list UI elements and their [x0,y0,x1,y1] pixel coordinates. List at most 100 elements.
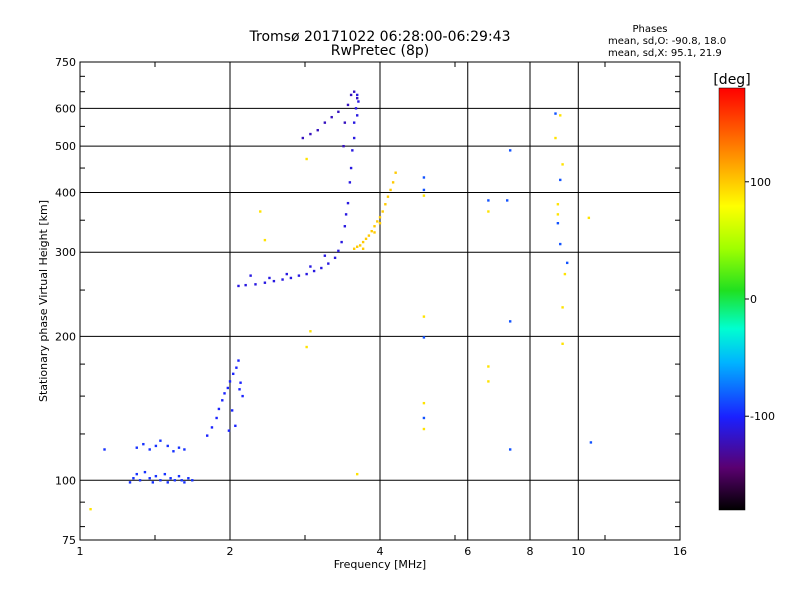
y-tick-label: 75 [62,534,76,547]
data-point [210,426,214,429]
data-point [563,272,567,276]
data-point [422,416,426,420]
data-point [355,93,359,97]
data-point [376,220,379,223]
data-point [316,128,319,132]
data-point [556,203,560,206]
chart-subtitle: RwPretec (8p) [331,43,429,59]
data-point [301,136,305,140]
data-point [487,199,490,202]
data-point [230,409,234,412]
chart-title: Tromsø 20171022 06:28:00-06:29:43 [249,29,511,45]
data-point [352,121,356,124]
data-point [309,132,312,136]
data-point [352,136,356,140]
data-point [272,279,276,283]
data-point [337,249,340,253]
data-point [394,171,397,174]
data-point [135,446,138,449]
plot-frame [79,61,681,541]
y-tick-label: 200 [55,330,76,343]
data-point [508,149,512,152]
data-point [249,274,252,277]
data-point [330,115,333,119]
colorbar-tick-label: 100 [750,176,771,189]
data-point [173,479,177,482]
data-point [128,481,132,484]
series-group [103,439,194,484]
data-point [561,163,564,166]
data-point [223,392,226,395]
series-group [352,171,397,250]
data-point [259,210,262,213]
data-point [333,256,337,260]
colorbar-tick-label: -100 [750,410,775,423]
data-point [191,479,194,482]
data-point [508,448,512,451]
data-point [355,472,359,476]
data-point [342,144,345,148]
data-point [180,479,183,482]
y-tick-label: 100 [55,474,76,487]
data-point [235,366,238,369]
x-tick-label: 4 [377,545,384,558]
data-point [239,381,242,384]
x-tick-label: 8 [527,545,534,558]
data-point [422,401,426,405]
data-point [241,394,244,398]
data-point [348,181,352,184]
colorbar-ticks: 100 0 -100 [745,176,775,423]
x-axis-label: Frequency [MHz] [334,558,426,571]
data-point [154,444,158,448]
data-point [148,448,151,451]
data-point [221,399,224,402]
data-point [355,96,359,100]
data-point [378,222,382,225]
colorbar-tick-label: 0 [750,293,757,306]
data-point [487,210,490,213]
data-point [561,342,564,345]
data-point [559,178,562,182]
data-point [163,472,167,476]
data-point [487,380,490,383]
data-point [227,429,231,432]
data-point [559,242,562,246]
y-axis-label: Stationary phase Virtual Height [km] [37,200,50,402]
data-point [361,240,365,244]
data-point [384,203,387,206]
x-tick-label: 1 [77,545,84,558]
data-point [305,345,308,349]
x-tick-label: 16 [673,545,687,558]
data-point [337,110,340,114]
data-point [344,213,348,216]
series-group [89,114,591,511]
data-point [135,472,138,476]
data-point [142,442,145,446]
legend-title: Phases [632,24,667,35]
data-point [244,283,247,287]
data-point [508,320,512,323]
data-point [505,199,509,202]
series-group [205,359,244,437]
data-point [352,90,356,93]
data-point [554,136,557,140]
x-tick-label: 6 [464,545,471,558]
data-point [285,272,288,276]
data-point [340,240,343,244]
data-point [554,112,557,115]
data-point [323,121,327,124]
data-point [159,439,162,442]
data-point [187,477,190,480]
data-point [378,216,382,219]
y-tick-labels: 75 100 200 300 400 500 600 750 [55,56,76,547]
data-point [422,176,426,179]
data-point [217,407,221,411]
data-point [352,247,356,250]
y-tick-label: 750 [55,56,76,69]
data-point [565,261,569,265]
data-point [373,225,376,228]
data-point [103,448,106,451]
data-point [487,365,490,368]
data-point [89,507,92,511]
data-point [589,441,593,444]
